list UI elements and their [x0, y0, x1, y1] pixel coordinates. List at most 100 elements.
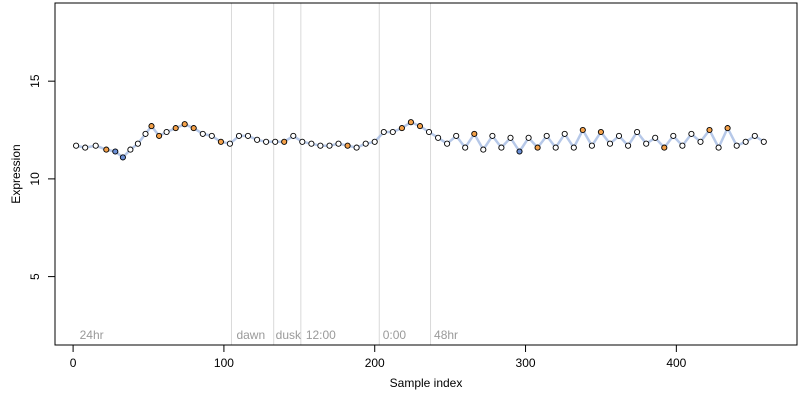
- data-point: [724, 125, 731, 132]
- data-point: [148, 123, 155, 130]
- data-point: [172, 125, 179, 132]
- data-point: [199, 130, 206, 137]
- data-point: [579, 126, 586, 134]
- y-tick-label: 15: [28, 74, 42, 88]
- data-point: [208, 132, 215, 139]
- data-point: [235, 132, 243, 139]
- data-point: [119, 154, 126, 161]
- y-axis-title: Expression: [9, 144, 23, 203]
- data-point: [688, 130, 695, 137]
- y-tick-label: 5: [28, 273, 42, 280]
- data-point: [733, 142, 740, 149]
- data-point: [606, 140, 614, 147]
- plot-frame: [54, 2, 798, 346]
- data-point: [103, 146, 110, 153]
- data-point: [679, 142, 686, 149]
- data-point: [82, 144, 89, 151]
- data-point: [398, 125, 405, 132]
- data-point: [142, 130, 149, 137]
- data-point: [425, 128, 433, 136]
- data-point: [742, 138, 749, 145]
- data-point: [471, 130, 478, 137]
- x-tick-label: 100: [214, 356, 234, 370]
- data-point: [643, 140, 650, 147]
- y-axis: 5 10 15: [28, 74, 56, 280]
- data-point: [634, 128, 641, 136]
- data-point: [163, 128, 170, 136]
- region-label: 0:00: [383, 328, 407, 342]
- data-point: [362, 140, 369, 147]
- region-label: dawn: [236, 328, 265, 342]
- data-point: [371, 138, 378, 145]
- data-point: [308, 140, 315, 147]
- data-point: [226, 140, 233, 147]
- data-point: [435, 134, 442, 141]
- data-point: [190, 125, 197, 132]
- data-point: [254, 136, 261, 143]
- x-axis: 0 100 200 300 400: [70, 344, 687, 370]
- data-point: [570, 144, 577, 151]
- region-labels: 24hr dawn dusk 12:00 0:00 48hr: [80, 328, 458, 342]
- x-tick-label: 300: [516, 356, 536, 370]
- data-point: [92, 142, 99, 149]
- data-point: [389, 128, 396, 136]
- data-point: [489, 132, 496, 139]
- data-point: [615, 132, 623, 139]
- data-point: [715, 144, 722, 151]
- data-point: [561, 130, 568, 137]
- data-point: [263, 138, 270, 145]
- data-point: [127, 146, 134, 153]
- data-point: [335, 140, 342, 147]
- data-point: [272, 138, 279, 145]
- data-point: [326, 142, 333, 149]
- data-point: [534, 144, 541, 151]
- region-label: dusk: [276, 328, 302, 342]
- data-point: [751, 132, 758, 139]
- data-point: [344, 142, 351, 149]
- data-point: [543, 132, 550, 139]
- data-point: [217, 138, 224, 145]
- data-point: [134, 140, 141, 147]
- data-point: [281, 138, 288, 145]
- data-point: [597, 128, 604, 136]
- data-point: [156, 132, 163, 139]
- data-point: [181, 121, 188, 128]
- data-point: [507, 134, 514, 141]
- region-label: 24hr: [80, 328, 104, 342]
- region-boundaries: [230, 3, 432, 345]
- data-point: [625, 142, 632, 149]
- data-point: [498, 144, 505, 151]
- data-point: [552, 144, 559, 151]
- data-point: [453, 132, 460, 139]
- y-tick-label: 10: [28, 172, 42, 186]
- data-point: [697, 138, 704, 145]
- data-point: [480, 146, 487, 153]
- data-point: [112, 148, 119, 155]
- x-tick-label: 400: [666, 356, 686, 370]
- data-points: [73, 119, 767, 161]
- data-point: [670, 132, 677, 139]
- data-point: [516, 148, 523, 155]
- data-point: [588, 142, 595, 149]
- region-label: 48hr: [434, 328, 458, 342]
- x-tick-label: 0: [70, 356, 77, 370]
- region-label: 12:00: [306, 328, 336, 342]
- data-point: [416, 123, 424, 130]
- data-point: [73, 142, 80, 149]
- data-point: [299, 138, 306, 145]
- data-point: [317, 142, 324, 149]
- data-point: [353, 144, 360, 151]
- data-point: [706, 126, 713, 134]
- data-point: [290, 132, 297, 139]
- data-point: [407, 119, 414, 126]
- data-point: [462, 144, 469, 151]
- data-point: [661, 144, 668, 151]
- data-point: [652, 134, 659, 141]
- data-point: [244, 132, 252, 139]
- data-point: [380, 128, 387, 136]
- x-tick-label: 200: [365, 356, 385, 370]
- x-axis-title: Sample index: [390, 376, 463, 390]
- data-point: [760, 138, 767, 145]
